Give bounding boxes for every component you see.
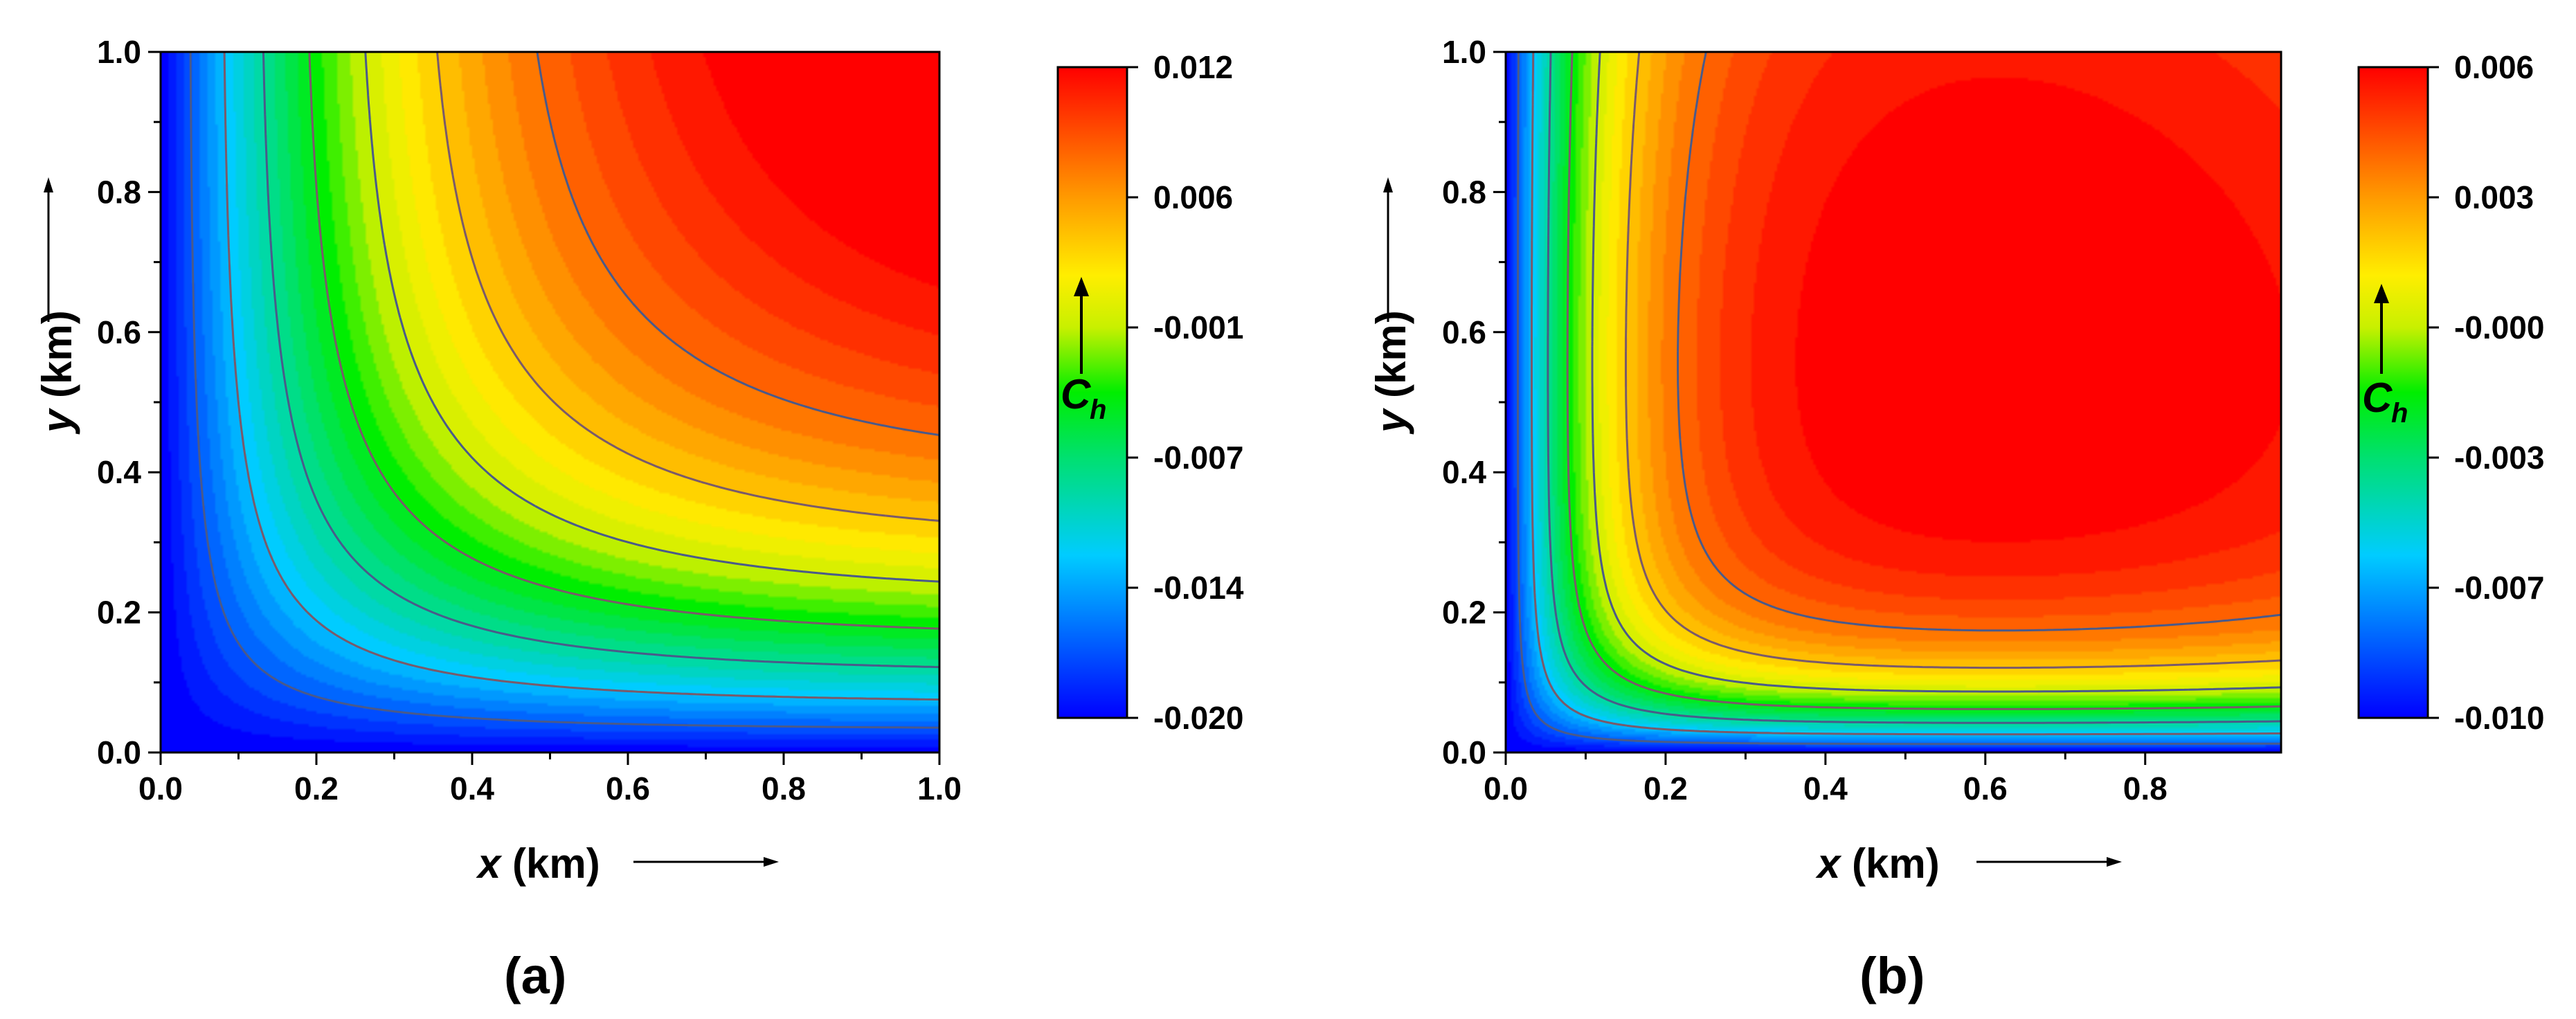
contour-line	[1625, 52, 2281, 669]
contour-line	[262, 52, 939, 669]
y-tick-label: 0.4	[1442, 454, 1486, 490]
x-tick-label: 1.0	[917, 770, 962, 806]
contour-line	[1547, 52, 2281, 724]
heatmap-b	[1506, 52, 2281, 752]
axes-a: 0.0 0.2 0.4 0.6 0.8 1.0 0.0 0.2 0.4 0.6 0.8 1.0	[97, 34, 962, 806]
y-tick-label: 0.4	[97, 454, 141, 490]
contour-line	[223, 52, 939, 701]
panel-b: 0.0 0.2 0.4 0.6 0.8 0.0 0.2 0.4 0.6 0.8 1.0 x (km)…	[1368, 34, 2544, 1004]
x-tick-label: 0.8	[762, 770, 806, 806]
panel-label-b: (b)	[1859, 947, 1925, 1004]
panel-label-a: (a)	[504, 947, 566, 1004]
colorbar-label-b: C	[2362, 375, 2393, 421]
colorbar-a	[1058, 67, 1127, 718]
x-tick-label: 0.4	[1803, 770, 1848, 806]
x-tick-label: 0.6	[1963, 770, 2008, 806]
x-axis-label-a: x (km)	[476, 840, 600, 887]
y-tick-label: 0.0	[97, 734, 141, 770]
y-tick-label: 0.2	[1442, 595, 1486, 631]
colorbar-ticks-b: 0.006 0.003 -0.000 -0.003 -0.007 -0.010	[2428, 49, 2544, 736]
y-tick-label: 0.0	[1442, 734, 1486, 770]
contour-line	[1517, 52, 2281, 746]
x-tick-label: 0.4	[450, 770, 494, 806]
x-axis-arrowhead-a	[764, 857, 779, 867]
colorbar-tick-label: -0.007	[1153, 440, 1243, 476]
y-tick-label: 1.0	[1442, 34, 1486, 70]
contour-line	[1566, 52, 2281, 710]
y-axis-arrowhead-b	[1383, 177, 1393, 192]
axes-b: 0.0 0.2 0.4 0.6 0.8 0.0 0.2 0.4 0.6 0.8 1.0	[1442, 34, 2168, 806]
colorbar-tick-label: -0.000	[2454, 309, 2544, 345]
contour-line	[1591, 52, 2281, 693]
contour-line	[308, 52, 939, 630]
colorbar-tick-label: 0.006	[2454, 49, 2534, 85]
contour-line	[1677, 52, 2281, 632]
x-tick-label: 0.2	[294, 770, 339, 806]
colorbar-label-sub-b: h	[2391, 398, 2408, 429]
y-axis-arrowhead-a	[44, 177, 53, 192]
contour-line	[1531, 52, 2281, 736]
y-tick-label: 1.0	[97, 34, 141, 70]
y-tick-label: 0.6	[1442, 314, 1486, 350]
colorbar-ticks-a: 0.012 0.006 -0.001 -0.007 -0.014 -0.020	[1127, 49, 1244, 736]
colorbar-arrowhead-b	[2374, 284, 2389, 303]
colorbar-tick-label: -0.007	[2454, 570, 2544, 606]
x-tick-label: 0.0	[1484, 770, 1528, 806]
contour-line	[536, 52, 939, 436]
y-tick-label: 0.2	[97, 595, 141, 631]
panel-a: 0.0 0.2 0.4 0.6 0.8 1.0 0.0 0.2 0.4 0.6 0.8 1.0 x (…	[34, 34, 1244, 1004]
colorbar-frame-b	[2357, 66, 2429, 719]
colorbar-label-a: C	[1061, 371, 1092, 417]
x-axis-label-b: x (km)	[1815, 840, 1940, 887]
colorbar-tick-label: -0.014	[1153, 570, 1244, 606]
x-axis-arrowhead-b	[2107, 857, 2122, 867]
x-tick-label: 0.0	[138, 770, 183, 806]
colorbar-tick-label: -0.003	[2454, 440, 2544, 476]
colorbar-tick-label: -0.010	[2454, 700, 2544, 736]
contour-line	[189, 52, 939, 729]
y-axis-label-a: y (km)	[34, 310, 80, 435]
x-tick-label: 0.8	[2123, 770, 2168, 806]
contour-lines-b	[1517, 52, 2281, 746]
heatmap-a	[161, 52, 939, 752]
y-tick-label: 0.8	[97, 174, 141, 210]
colorbar-frame-a	[1056, 66, 1128, 719]
y-axis-label-b: y (km)	[1368, 310, 1414, 435]
y-tick-label: 0.8	[1442, 174, 1486, 210]
colorbar-tick-label: 0.003	[2454, 179, 2534, 215]
colorbar-tick-label: -0.001	[1153, 309, 1243, 345]
contour-line	[436, 52, 939, 522]
contour-lines-a	[189, 52, 939, 729]
colorbar-tick-label: 0.012	[1153, 49, 1233, 85]
x-tick-label: 0.2	[1643, 770, 1688, 806]
colorbar-tick-label: -0.020	[1153, 700, 1243, 736]
colorbar-label-sub-a: h	[1090, 395, 1106, 425]
colorbar-arrowhead-a	[1074, 277, 1089, 296]
y-tick-label: 0.6	[97, 314, 141, 350]
colorbar-b	[2359, 67, 2428, 718]
x-tick-label: 0.6	[606, 770, 650, 806]
contour-line	[364, 52, 939, 583]
colorbar-tick-label: 0.006	[1153, 179, 1233, 215]
